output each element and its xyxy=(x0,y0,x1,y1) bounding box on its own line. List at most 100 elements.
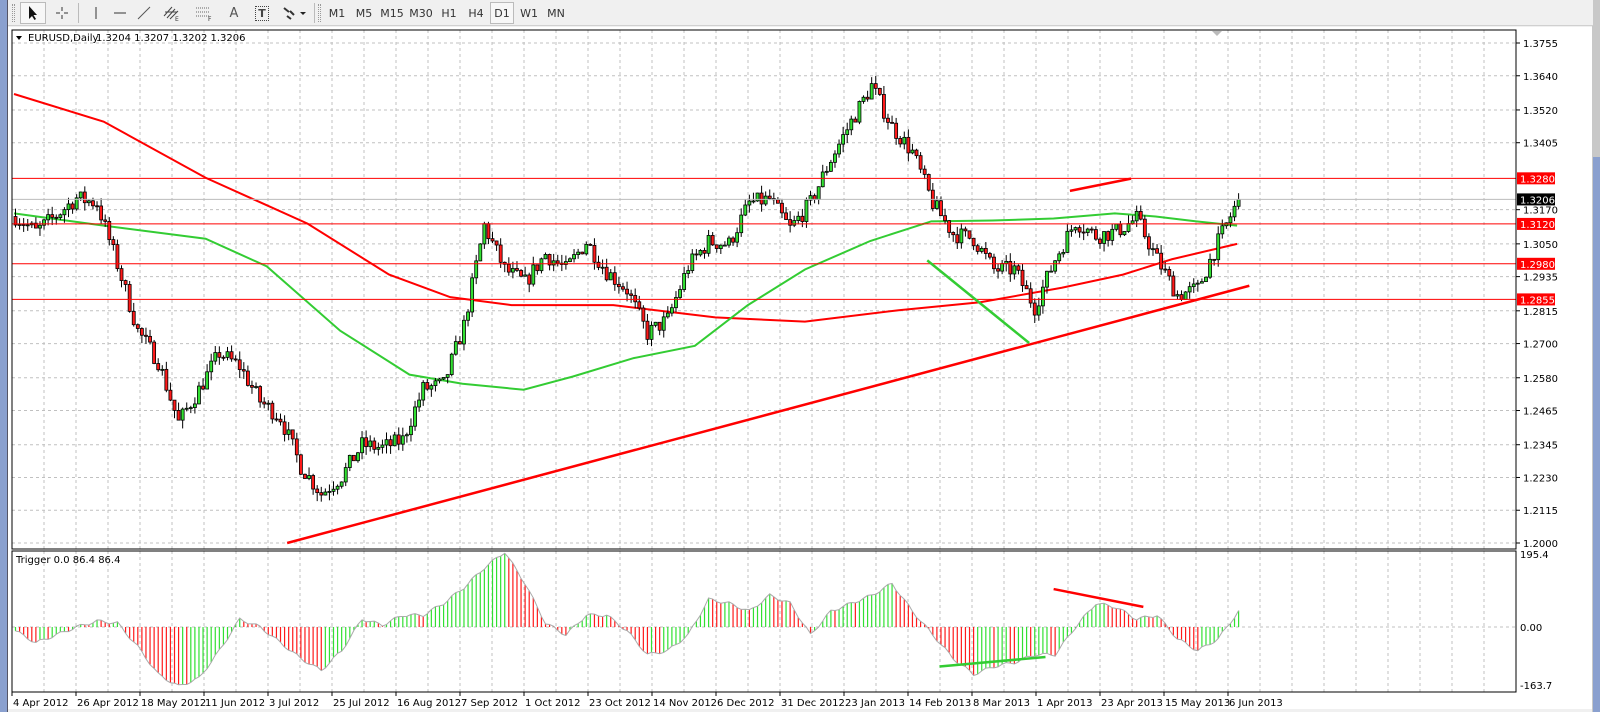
candle xyxy=(413,400,417,431)
trendline-tool-button[interactable] xyxy=(132,2,156,24)
candle-body xyxy=(869,83,874,100)
candle xyxy=(376,442,381,456)
candle-body xyxy=(156,363,161,371)
candle-body xyxy=(270,402,275,420)
candle-body xyxy=(323,491,328,496)
candle-body xyxy=(580,251,585,255)
candle-body xyxy=(543,254,548,260)
candle xyxy=(70,201,75,214)
candle-body xyxy=(335,485,340,490)
candle-body xyxy=(164,368,169,391)
candle-body xyxy=(902,136,907,145)
equidistant-channel-tool-button[interactable]: E xyxy=(158,2,186,24)
candle xyxy=(266,400,271,411)
candle-body xyxy=(633,295,638,303)
candle-body xyxy=(547,254,552,266)
candle xyxy=(600,259,605,275)
candle xyxy=(788,211,793,233)
candle xyxy=(629,289,634,303)
indicator-tick-label: 0.00 xyxy=(1520,623,1542,634)
timeframe-m1[interactable]: M1 xyxy=(328,6,346,20)
date-label: 18 May 2012 xyxy=(141,698,206,709)
candle xyxy=(417,392,422,412)
toolbar-grip[interactable] xyxy=(12,4,15,22)
candle-body xyxy=(1232,205,1237,218)
timeframe-d1[interactable]: D1 xyxy=(490,2,514,24)
candle xyxy=(894,117,899,145)
arrows-tool-button[interactable] xyxy=(278,2,312,24)
candle xyxy=(457,336,462,345)
chart-window[interactable] xyxy=(8,27,1592,709)
candle-body xyxy=(91,200,95,207)
timeframe-w1[interactable]: W1 xyxy=(520,6,538,20)
timeframe-m15[interactable]: M15 xyxy=(380,6,404,20)
candle-body xyxy=(702,250,707,254)
candle xyxy=(449,352,454,377)
price-tick-label: 1.2935 xyxy=(1523,273,1558,284)
candle xyxy=(107,217,112,246)
candle-body xyxy=(351,454,356,462)
candle-body xyxy=(449,353,454,375)
candle xyxy=(873,75,878,95)
crosshair-icon xyxy=(56,7,68,19)
candle-body xyxy=(1049,270,1053,273)
symbol-dropdown-icon[interactable] xyxy=(16,36,22,40)
candle-body xyxy=(996,268,1000,272)
horizontal-line-tool-button[interactable] xyxy=(108,2,132,24)
text-tool-button[interactable]: A xyxy=(222,2,246,24)
chart-shift-marker-icon[interactable] xyxy=(1212,31,1222,36)
text-label-tool-button[interactable]: T xyxy=(250,2,274,24)
level-price-badge xyxy=(1517,172,1555,185)
candle-body xyxy=(947,220,952,233)
candle-body xyxy=(792,220,797,226)
candle-body xyxy=(849,118,854,131)
candle-body xyxy=(1212,258,1217,261)
cursor-tool-button[interactable] xyxy=(20,2,46,24)
candle xyxy=(690,249,695,274)
timeframe-m30[interactable]: M30 xyxy=(409,6,433,20)
candle xyxy=(625,281,629,302)
timeframe-h1[interactable]: H1 xyxy=(441,6,457,20)
candle-body xyxy=(197,385,201,405)
vertical-line-tool-button[interactable] xyxy=(84,2,108,24)
candle xyxy=(1094,226,1098,241)
candle-body xyxy=(457,341,462,345)
candle-body xyxy=(1171,275,1176,297)
candle-body xyxy=(767,195,772,199)
candle xyxy=(103,214,108,227)
candle xyxy=(315,485,320,502)
candle xyxy=(792,215,797,228)
timeframe-h4[interactable]: H4 xyxy=(468,6,484,20)
candle xyxy=(262,397,267,409)
candle xyxy=(861,95,866,104)
candle xyxy=(608,269,613,281)
candle-body xyxy=(816,186,821,200)
timeframe-m5[interactable]: M5 xyxy=(355,6,373,20)
candle-body xyxy=(107,221,112,240)
level-price-badge xyxy=(1517,293,1555,306)
candle xyxy=(515,261,519,273)
fibonacci-tool-button[interactable]: F xyxy=(190,2,218,24)
candle xyxy=(755,192,760,202)
candle-body xyxy=(392,434,397,447)
candle-body xyxy=(686,270,691,274)
candle-body xyxy=(588,243,593,246)
candle xyxy=(1159,245,1164,275)
candle-body xyxy=(824,170,829,173)
candle xyxy=(368,435,373,452)
candle-body xyxy=(1151,248,1155,251)
crosshair-tool-button[interactable] xyxy=(50,2,74,24)
candle xyxy=(50,206,55,226)
date-label: 4 Apr 2012 xyxy=(13,698,68,709)
candle xyxy=(706,229,711,257)
timeframe-mn[interactable]: MN xyxy=(547,6,565,20)
candle xyxy=(400,427,405,451)
candle xyxy=(1020,263,1025,292)
candle-body xyxy=(649,324,654,340)
candle xyxy=(347,454,352,472)
candle-body xyxy=(576,251,581,255)
candle xyxy=(1073,226,1078,234)
candle-body xyxy=(596,261,601,268)
